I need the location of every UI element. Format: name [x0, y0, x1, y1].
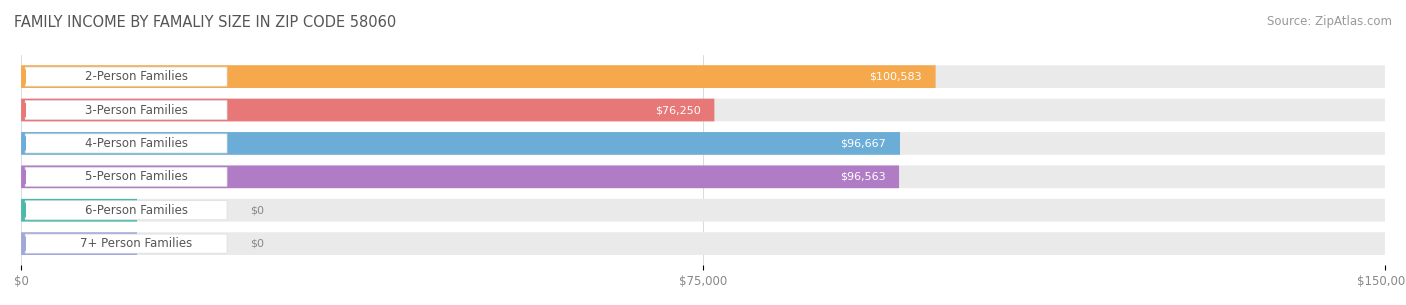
FancyBboxPatch shape: [21, 65, 1385, 88]
Text: $76,250: $76,250: [655, 105, 700, 115]
FancyBboxPatch shape: [21, 199, 136, 222]
Text: $96,563: $96,563: [839, 172, 886, 182]
FancyBboxPatch shape: [21, 65, 935, 88]
Text: 2-Person Families: 2-Person Families: [84, 70, 187, 83]
Text: $0: $0: [250, 205, 264, 215]
FancyBboxPatch shape: [25, 134, 226, 153]
Text: 7+ Person Families: 7+ Person Families: [80, 237, 193, 250]
FancyBboxPatch shape: [21, 166, 898, 188]
FancyBboxPatch shape: [25, 201, 226, 220]
Text: Source: ZipAtlas.com: Source: ZipAtlas.com: [1267, 15, 1392, 28]
FancyBboxPatch shape: [25, 67, 226, 86]
FancyBboxPatch shape: [21, 232, 1385, 255]
Text: 5-Person Families: 5-Person Families: [84, 170, 187, 183]
Text: 4-Person Families: 4-Person Families: [84, 137, 187, 150]
FancyBboxPatch shape: [21, 99, 1385, 121]
FancyBboxPatch shape: [21, 99, 714, 121]
Text: $100,583: $100,583: [869, 72, 922, 82]
FancyBboxPatch shape: [25, 167, 226, 186]
FancyBboxPatch shape: [21, 232, 136, 255]
FancyBboxPatch shape: [21, 132, 1385, 155]
FancyBboxPatch shape: [25, 100, 226, 120]
Text: $96,667: $96,667: [841, 138, 886, 149]
FancyBboxPatch shape: [21, 199, 1385, 222]
Text: FAMILY INCOME BY FAMALIY SIZE IN ZIP CODE 58060: FAMILY INCOME BY FAMALIY SIZE IN ZIP COD…: [14, 15, 396, 30]
Text: 3-Person Families: 3-Person Families: [84, 103, 187, 117]
FancyBboxPatch shape: [25, 234, 226, 253]
Text: 6-Person Families: 6-Person Families: [84, 204, 187, 217]
Text: $0: $0: [250, 239, 264, 249]
FancyBboxPatch shape: [21, 132, 900, 155]
FancyBboxPatch shape: [21, 166, 1385, 188]
